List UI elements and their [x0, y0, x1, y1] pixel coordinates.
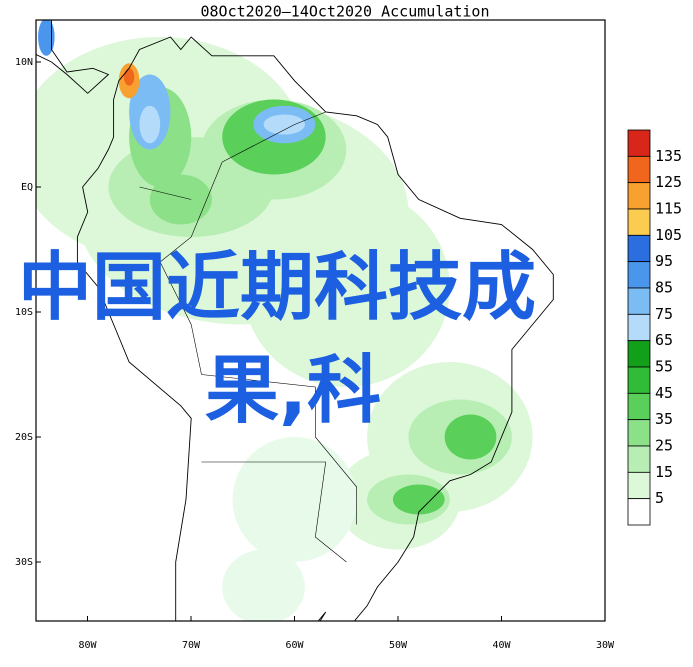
colorbar-label: 95 [655, 252, 673, 270]
longitude-label: 40W [492, 640, 511, 651]
longitude-label: 70W [182, 640, 201, 651]
border [273, 461, 347, 563]
colorbar-box [627, 313, 651, 342]
longitude-label: 60W [285, 640, 304, 651]
precip-area [222, 549, 305, 621]
colorbar-label: 65 [655, 331, 673, 349]
coastline [36, 20, 110, 94]
colorbar-label: 15 [655, 463, 673, 481]
colorbar-box [627, 182, 651, 210]
colorbar-label: 85 [655, 279, 673, 297]
latitude-label: 10N [15, 57, 33, 68]
coastline [76, 36, 554, 621]
latitude-label: 30S [15, 557, 33, 568]
colorbar-box [627, 419, 651, 447]
longitude-label: 80W [78, 640, 97, 651]
precip-area [38, 20, 55, 56]
precip-area [123, 68, 135, 86]
precip-area [263, 114, 305, 135]
colorbar-box [627, 208, 651, 236]
colorbar-box [627, 287, 651, 315]
border [222, 111, 326, 163]
map-title: 08Oct2020—14Oct2020 Accumulation [201, 3, 490, 21]
overlay-text: 果,科 [205, 348, 381, 434]
colorbar-box [627, 155, 651, 184]
map-frame [35, 19, 606, 622]
border [139, 186, 192, 200]
colorbar-box [627, 471, 651, 500]
colorbar-box [627, 129, 651, 157]
colorbar-box [627, 366, 651, 394]
colorbar-label: 125 [655, 173, 682, 191]
colorbar-label: 55 [655, 358, 673, 376]
colorbar-box [627, 261, 651, 289]
colorbar-box [627, 445, 651, 473]
precip-area [392, 484, 445, 515]
overlay-text: 中国近期科技成 [18, 245, 536, 331]
latitude-label: 10S [15, 307, 33, 318]
longitude-label: 30W [596, 640, 615, 651]
precip-area [232, 437, 357, 562]
colorbar-label: 75 [655, 305, 673, 323]
border [159, 161, 357, 525]
colorbar-box [627, 498, 651, 526]
axes: 10N EQ 10S 20S 30S 80W 70W 60W 50W 40W 30W [15, 57, 615, 651]
precip-area [242, 187, 450, 387]
precip-area [444, 414, 497, 460]
longitude-label: 50W [389, 640, 408, 651]
colorbar-label: 45 [655, 384, 673, 402]
colorbar-box [627, 340, 651, 368]
colorbar-label: 35 [655, 410, 673, 428]
colorbar-box [627, 392, 651, 421]
colorbar-label: 115 [655, 200, 682, 218]
colorbar-box [627, 234, 651, 263]
precip-area [149, 174, 212, 225]
colorbar-label: 5 [655, 489, 664, 507]
precip-area [139, 105, 161, 144]
map-area [36, 20, 554, 621]
colorbar: 135 125 115 105 95 85 75 65 55 45 35 25 15 5 [627, 129, 682, 526]
colorbar-label: 25 [655, 437, 673, 455]
colorbar-label: 105 [655, 226, 682, 244]
latitude-label: EQ [21, 182, 33, 193]
colorbar-label: 135 [655, 147, 682, 165]
latitude-label: 20S [15, 432, 33, 443]
